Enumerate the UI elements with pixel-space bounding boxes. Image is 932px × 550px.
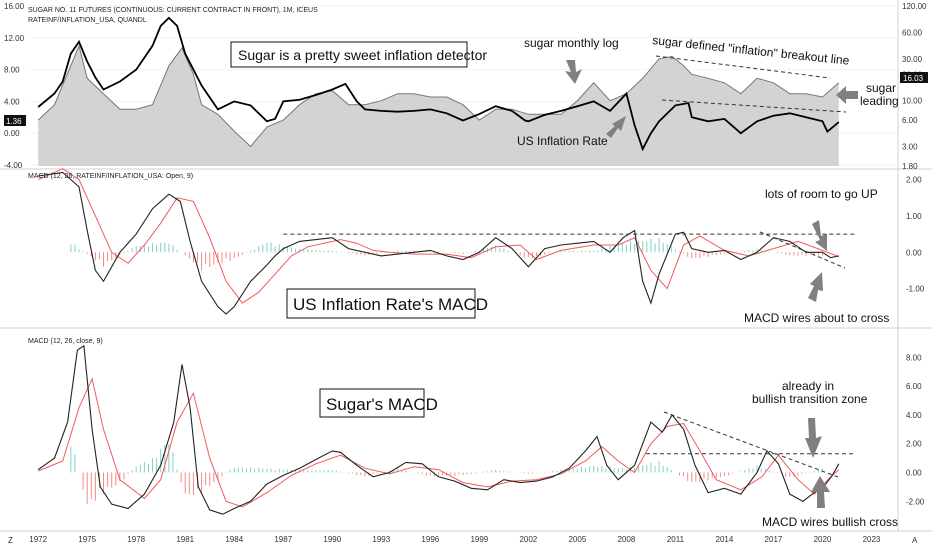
inflation-macd-title: MACD (12, 26, RATEINF/INFLATION_USA: Ope… (28, 173, 193, 180)
inflation-macd-signal-line (37, 168, 839, 304)
sugar-macd-tick-label: -2.00 (906, 497, 925, 506)
header-line1: SUGAR NO. 11 FUTURES (CONTINUOUS: CURREN… (28, 7, 318, 14)
sugar-macd-title: MACD (12, 26, close, 9) (28, 338, 103, 345)
inflation-line (37, 16, 840, 152)
x-tick-label: 2014 (716, 535, 734, 544)
x-tick-label: 1978 (127, 535, 145, 544)
last-value-right-badge (900, 72, 928, 83)
right-tick-label: 10.00 (902, 97, 923, 106)
x-tick-label: 2008 (617, 535, 635, 544)
x-tick-label: 1999 (470, 535, 488, 544)
x-tick-label: 1981 (176, 535, 194, 544)
sugar-area-line (37, 44, 840, 148)
room-to-go-up-label: lots of room to go UP (765, 187, 878, 201)
arrows (565, 60, 858, 508)
inflation-macd-tick-label: 2.00 (906, 176, 922, 185)
last-value-left: 1.36 (6, 117, 22, 126)
sugar-leading-label-2: leading (860, 94, 899, 108)
right-tick-label: 120.00 (902, 2, 927, 11)
sugar-macd-macd-line (37, 344, 840, 515)
x-tick-label: 1993 (372, 535, 390, 544)
x-tick-label: 1996 (421, 535, 439, 544)
sugar-macd-signal-line (38, 377, 840, 508)
x-tick-label: 2002 (519, 535, 537, 544)
left-tick-label: 12.00 (4, 34, 25, 43)
footer-z: Z (8, 536, 13, 545)
sugar-macd-box (319, 388, 425, 418)
sugar-breakout-line (655, 55, 831, 79)
x-tick-label: 1972 (29, 535, 47, 544)
x-axis: 1972 1975 1978 1981 1984 1987 1990 1993 1996 1999… (29, 535, 881, 544)
sugar-monthly-log-label: sugar monthly log (524, 36, 619, 50)
bullish-cross-label: MACD wires bullish cross (762, 515, 898, 529)
left-tick-label: 0.00 (4, 129, 20, 138)
sugar-detector-text: Sugar is a pretty sweet inflation detect… (238, 47, 487, 63)
x-tick-label: 1975 (78, 535, 96, 544)
inflation-breakout-line (661, 99, 847, 113)
inflation-macd-tick-label: 1.00 (906, 212, 922, 221)
left-tick-label: 16.00 (4, 2, 25, 11)
sugar-macd-panel: 8.00 6.00 4.00 2.00 0.00 -2.00 (37, 344, 925, 515)
us-inflation-label: US Inflation Rate (517, 134, 608, 148)
inflation-macd-tick-label: -1.00 (906, 285, 925, 294)
left-tick-label: 4.00 (4, 97, 20, 106)
sugar-macd-tick-label: 4.00 (906, 411, 922, 420)
inflation-macd-box (286, 288, 476, 319)
footer-a: A (912, 536, 918, 545)
sugar-macd-box-text: Sugar's MACD (326, 395, 438, 414)
arrow-sugar-log (565, 60, 582, 84)
x-tick-label: 2023 (863, 535, 881, 544)
x-tick-label: 1984 (225, 535, 243, 544)
x-tick-label: 2017 (765, 535, 783, 544)
sugar-macd-tick-label: 8.00 (906, 353, 922, 362)
last-value-left-badge (4, 115, 26, 126)
wires-about-to-cross-label: MACD wires about to cross (744, 311, 889, 325)
left-tick-label: -4.00 (4, 161, 23, 170)
right-tick-label: 1.80 (902, 162, 918, 171)
sugar-leading-label-1: sugar (866, 81, 896, 95)
x-tick-label: 2011 (667, 535, 685, 544)
inflation-macd-macd-line (38, 171, 839, 315)
x-tick-label: 1990 (323, 535, 341, 544)
right-tick-label: 3.00 (902, 143, 918, 152)
arrow-bullish-zone (805, 418, 822, 458)
right-tick-label: 6.00 (902, 116, 918, 125)
already-in-label-1: already in (782, 379, 834, 393)
price-panel: 16.00 12.00 8.00 4.00 0.00 -4.00 120.00 60.00 30… (4, 2, 927, 171)
inflation-macd-trend-line (759, 231, 846, 269)
sugar-macd-tick-label: 2.00 (906, 440, 922, 449)
arrow-bullish-cross (811, 476, 830, 508)
arrow-wires-cross (808, 272, 823, 302)
x-tick-label: 2005 (568, 535, 586, 544)
inflation-macd-tick-label: 0.00 (906, 248, 922, 257)
right-tick-label: 30.00 (902, 55, 923, 64)
x-tick-label: 1987 (274, 535, 292, 544)
inflation-macd-box-text: US Inflation Rate's MACD (293, 295, 488, 314)
sugar-macd-trend-line (663, 411, 839, 478)
inflation-macd-panel: 2.00 1.00 0.00 -1.00 (37, 168, 925, 315)
sugar-macd-tick-label: 6.00 (906, 382, 922, 391)
sugar-macd-tick-label: 0.00 (906, 468, 922, 477)
left-tick-label: 8.00 (4, 66, 20, 75)
panel-frames (0, 0, 932, 532)
x-tick-label: 2020 (814, 535, 832, 544)
arrow-room-up (812, 220, 827, 251)
already-in-label-2: bullish transition zone (752, 392, 868, 406)
inflation-macd-histogram (70, 237, 823, 271)
header-line2: RATEINF/INFLATION_USA, QUANDL (28, 17, 147, 24)
sugar-detector-box (230, 41, 468, 68)
arrow-sugar-leading (836, 86, 858, 104)
right-tick-label: 60.00 (902, 28, 923, 37)
last-value-right: 16.03 (903, 74, 924, 83)
arrow-us-inflation (606, 116, 626, 138)
